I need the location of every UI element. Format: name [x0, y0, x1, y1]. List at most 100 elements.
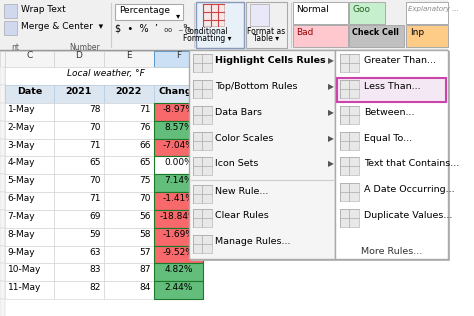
Text: Check Cell: Check Cell [352, 28, 399, 37]
Text: 70: 70 [90, 123, 101, 132]
Bar [5, 121, 54, 139]
Text: 59: 59 [90, 230, 101, 239]
Bar [340, 183, 359, 201]
Bar [154, 174, 203, 192]
Bar [104, 85, 154, 103]
Bar [193, 235, 211, 252]
Text: ▶: ▶ [328, 82, 334, 91]
Text: 4-May: 4-May [8, 158, 35, 167]
Text: Date: Date [17, 87, 42, 96]
Bar [5, 246, 54, 264]
Text: Between...: Between... [364, 108, 414, 117]
Bar [193, 157, 211, 175]
Bar [104, 121, 154, 139]
Bar [104, 103, 154, 121]
Bar [0, 67, 5, 85]
Text: Inp: Inp [410, 28, 424, 37]
Bar [54, 246, 104, 264]
Bar [0, 156, 5, 174]
Bar [0, 0, 448, 50]
Text: 71: 71 [90, 194, 101, 203]
Text: Formatting ▾: Formatting ▾ [182, 34, 231, 43]
Text: 6-May: 6-May [8, 194, 35, 203]
Bar [54, 174, 104, 192]
Text: 2-May: 2-May [8, 123, 35, 132]
Bar [104, 264, 154, 281]
Text: 78: 78 [90, 105, 101, 114]
Bar [193, 54, 211, 72]
Text: 71: 71 [140, 105, 151, 114]
Bar [340, 209, 359, 227]
Text: Icon Sets: Icon Sets [215, 160, 259, 168]
Text: 70: 70 [140, 194, 151, 203]
Text: Less Than...: Less Than... [364, 82, 420, 91]
Bar [193, 132, 211, 149]
Text: nt: nt [11, 43, 19, 52]
Bar [54, 156, 104, 174]
Text: 0.00%: 0.00% [164, 158, 193, 167]
Text: 10-May: 10-May [8, 265, 41, 274]
Text: 57: 57 [140, 247, 151, 257]
Text: ▶: ▶ [328, 57, 334, 65]
Bar [4, 4, 17, 18]
Bar [54, 139, 104, 156]
Text: 65: 65 [140, 158, 151, 167]
Text: -1.41%: -1.41% [163, 194, 194, 203]
Text: Bad: Bad [296, 28, 313, 37]
Bar [154, 264, 203, 281]
Text: 56: 56 [140, 212, 151, 221]
Text: Format as: Format as [247, 27, 285, 36]
Bar [104, 192, 154, 210]
Text: Normal: Normal [296, 5, 328, 14]
Bar [335, 50, 448, 259]
Text: Merge & Center  ▾: Merge & Center ▾ [21, 22, 103, 31]
Text: A Date Occurring...: A Date Occurring... [364, 185, 454, 194]
Bar [154, 192, 203, 210]
Text: 8-May: 8-May [8, 230, 35, 239]
Bar [293, 25, 347, 46]
Text: 7.14%: 7.14% [164, 176, 193, 185]
Text: Color Scales: Color Scales [215, 134, 274, 143]
Bar [0, 174, 5, 192]
Text: 63: 63 [90, 247, 101, 257]
Bar [5, 281, 54, 299]
Bar [104, 174, 154, 192]
Bar [189, 50, 335, 259]
Bar [0, 51, 5, 67]
Bar [196, 2, 244, 47]
Text: 2022: 2022 [116, 87, 142, 96]
Text: ▾: ▾ [176, 11, 180, 20]
Text: 1-May: 1-May [8, 105, 35, 114]
Bar [5, 192, 54, 210]
Bar [0, 299, 5, 316]
Text: 3-May: 3-May [8, 141, 35, 149]
Bar [54, 103, 104, 121]
Bar [154, 281, 203, 299]
Bar [104, 139, 154, 156]
Text: ▶: ▶ [328, 108, 334, 117]
Text: Goo: Goo [352, 5, 370, 14]
Bar [0, 281, 5, 299]
Bar [54, 85, 104, 103]
Bar [293, 2, 347, 24]
Bar [104, 281, 154, 299]
Bar [340, 106, 359, 124]
Bar [54, 192, 104, 210]
Text: Top/Bottom Rules: Top/Bottom Rules [215, 82, 298, 91]
Bar [246, 2, 287, 47]
Bar [104, 51, 154, 67]
Text: $  •  %  ’  ₀₀  ₋⁹₆: $ • % ’ ₀₀ ₋⁹₆ [115, 24, 191, 34]
Bar [154, 139, 203, 156]
Text: Number: Number [70, 43, 100, 52]
Bar [5, 264, 54, 281]
Bar [337, 52, 450, 261]
Text: 83: 83 [90, 265, 101, 274]
Text: 5-May: 5-May [8, 176, 35, 185]
Text: Local weather, °F: Local weather, °F [67, 69, 145, 78]
Text: Data Bars: Data Bars [215, 108, 263, 117]
Text: Clear Rules: Clear Rules [215, 211, 269, 220]
Text: 4.82%: 4.82% [164, 265, 193, 274]
Bar [406, 2, 448, 24]
Text: D: D [75, 52, 82, 60]
Text: 2021: 2021 [66, 87, 92, 96]
